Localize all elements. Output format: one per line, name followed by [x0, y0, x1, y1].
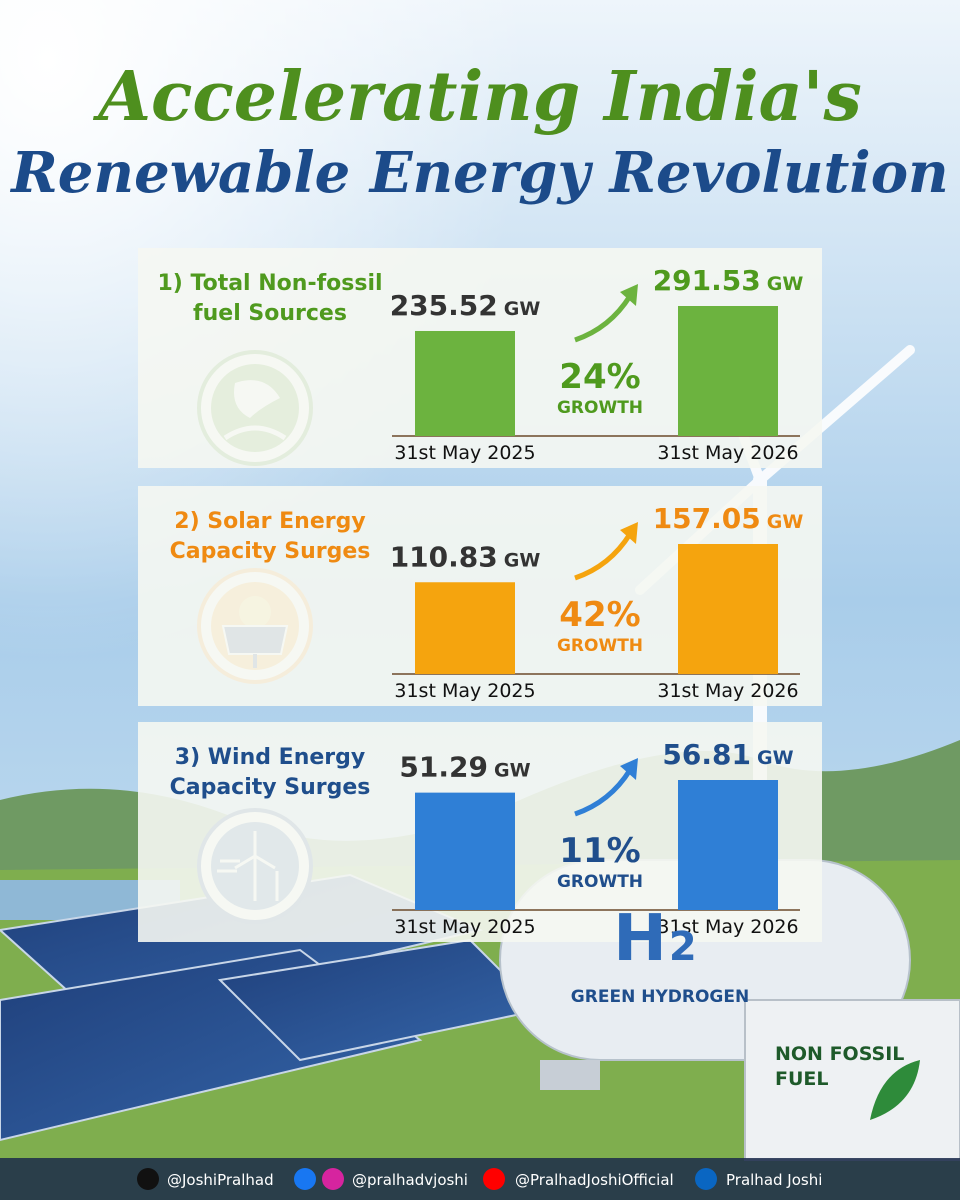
growth-arrow [574, 768, 633, 817]
value-label: 110.83 GW [390, 540, 541, 573]
growth-note: GROWTH [557, 636, 643, 656]
footer-handle[interactable]: Pralhad Joshi [726, 1171, 822, 1189]
chart: 2) Solar Energy Capacity Surges 110.83 GW 31… [138, 486, 822, 706]
bar [415, 330, 515, 436]
bar [678, 306, 778, 436]
value-unit: GW [494, 760, 531, 782]
growth-arrow [574, 294, 633, 343]
growth-arrow [574, 532, 633, 581]
value-label: 56.81 GW [662, 738, 793, 771]
value-number: 110.83 [390, 540, 498, 573]
category-label: 31st May 2026 [657, 916, 798, 938]
footer-bar [0, 1158, 960, 1200]
growth-note: GROWTH [557, 398, 643, 418]
bar [415, 582, 515, 674]
chart-title: 2) Solar Energy [174, 509, 365, 534]
tank-symbol-letter: H [613, 902, 667, 976]
social-icons [137, 1168, 717, 1190]
value-number: 235.52 [390, 289, 498, 322]
chart: 3) Wind Energy Capacity Surges 51.29 GW 31st… [138, 722, 822, 942]
container-label: NON FOSSIL [775, 1043, 904, 1065]
value-label: 235.52 GW [390, 289, 541, 322]
category-label: 31st May 2025 [394, 442, 535, 464]
value-number: 291.53 [653, 264, 761, 297]
chart-title: Capacity Surges [170, 539, 371, 564]
bar [678, 544, 778, 674]
value-number: 56.81 [662, 738, 751, 771]
chart-title: Capacity Surges [170, 775, 371, 800]
category-label: 31st May 2026 [657, 680, 798, 702]
chart-title: 1) Total Non-fossil [157, 271, 382, 296]
value-number: 157.05 [653, 502, 761, 535]
chart: 1) Total Non-fossil fuel Sources 235.52 GW 3… [138, 248, 822, 468]
container [744, 999, 960, 1161]
value-unit: GW [504, 549, 541, 571]
growth-note: GROWTH [557, 872, 643, 892]
category-label: 31st May 2026 [657, 442, 798, 464]
category-label: 31st May 2025 [394, 680, 535, 702]
growth-annotation: 42% [559, 595, 640, 635]
growth-arrowhead [620, 522, 638, 544]
value-unit: GW [757, 747, 794, 769]
value-unit: GW [767, 511, 804, 533]
tank-symbol: H2 [613, 902, 696, 976]
category-label: 31st May 2025 [394, 916, 535, 938]
chart-title: fuel Sources [193, 301, 347, 326]
growth-annotation: 24% [559, 357, 640, 397]
value-unit: GW [504, 298, 541, 320]
footer-handle[interactable]: @JoshiPralhad [167, 1171, 274, 1189]
growth-arrowhead [620, 758, 638, 780]
chart-title: 3) Wind Energy [175, 745, 365, 770]
value-label: 51.29 GW [399, 751, 530, 784]
value-unit: GW [767, 273, 804, 295]
container-label: FUEL [775, 1068, 829, 1090]
growth-annotation: 11% [559, 831, 640, 871]
growth-arrowhead [620, 284, 638, 306]
title-line: Renewable Energy Revolution [9, 140, 949, 206]
bar [415, 792, 515, 910]
tank-subscript: 2 [669, 924, 697, 970]
footer-handle[interactable]: @PralhadJoshiOfficial [515, 1171, 674, 1189]
title-line: Accelerating India's [92, 57, 862, 137]
bar [678, 780, 778, 910]
value-number: 51.29 [399, 751, 488, 784]
tank-label: GREEN HYDROGEN [571, 987, 749, 1007]
value-label: 157.05 GW [653, 502, 804, 535]
footer-handle[interactable]: @pralhadvjoshi [352, 1171, 468, 1189]
value-label: 291.53 GW [653, 264, 804, 297]
